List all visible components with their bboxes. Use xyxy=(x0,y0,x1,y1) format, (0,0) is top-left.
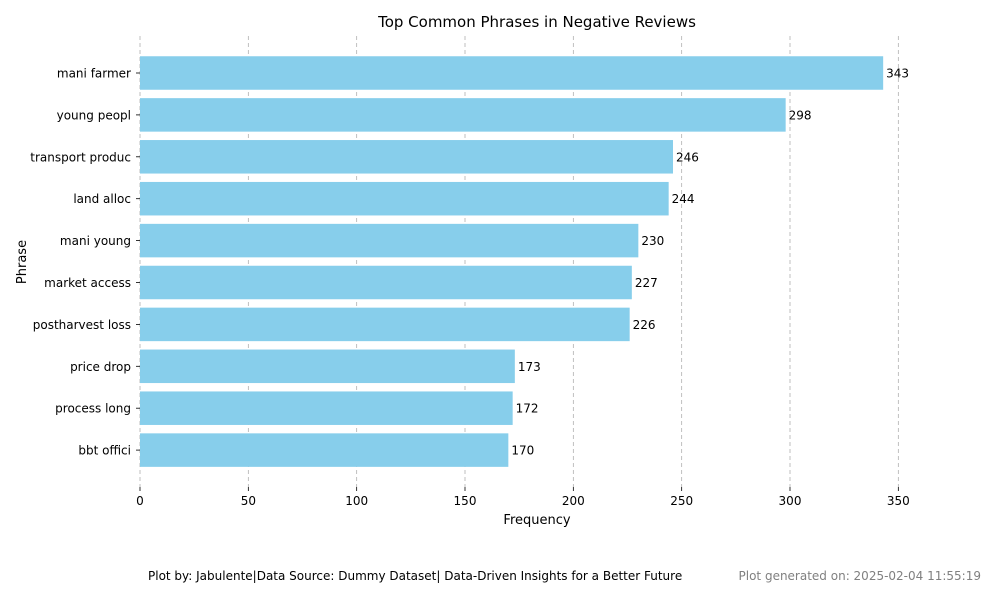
bar xyxy=(140,265,632,300)
bar xyxy=(140,140,673,174)
bar-value-label: 230 xyxy=(641,234,664,248)
bar-value-label: 172 xyxy=(516,402,539,416)
y-tick-label: postharvest loss xyxy=(33,318,131,332)
y-tick-label: process long xyxy=(55,402,131,416)
x-axis: 0 50 100 150 200 250 300 350 xyxy=(136,487,910,508)
bars: 343 298 246 244 230 227 226 173 172 170 xyxy=(140,56,909,467)
bar-value-label: 298 xyxy=(789,108,812,122)
y-tick-label: mani farmer xyxy=(57,67,131,81)
y-tick-label: bbt offici xyxy=(78,444,131,458)
bar-value-label: 343 xyxy=(886,67,909,81)
x-tick-label: 0 xyxy=(136,494,144,508)
bar-value-label: 227 xyxy=(635,276,658,290)
x-tick-label: 50 xyxy=(241,494,256,508)
bar-value-label: 226 xyxy=(633,318,656,332)
y-axis: mani farmer young peopl transport produc la… xyxy=(30,67,140,458)
bar xyxy=(140,181,669,216)
bar xyxy=(140,98,786,132)
footer-generated-timestamp: Plot generated on: 2025-02-04 11:55:19 xyxy=(738,569,981,583)
bar xyxy=(140,433,509,467)
y-tick-label: mani young xyxy=(60,234,131,248)
x-tick-label: 350 xyxy=(887,494,910,508)
bar-value-label: 170 xyxy=(511,444,534,458)
y-tick-label: young peopl xyxy=(57,108,131,122)
bar-value-label: 173 xyxy=(518,360,541,374)
x-tick-label: 150 xyxy=(454,494,477,508)
y-tick-label: land alloc xyxy=(73,192,131,206)
x-tick-label: 300 xyxy=(779,494,802,508)
bar xyxy=(140,56,884,90)
x-tick-label: 250 xyxy=(670,494,693,508)
x-axis-label: Frequency xyxy=(503,513,570,528)
bar xyxy=(140,307,630,342)
x-tick-label: 200 xyxy=(562,494,585,508)
bar xyxy=(140,391,513,425)
y-tick-label: market access xyxy=(44,276,131,290)
y-tick-label: price drop xyxy=(70,360,131,374)
bar-value-label: 244 xyxy=(672,192,695,206)
footer-credit: Plot by: Jabulente|Data Source: Dummy Da… xyxy=(148,569,683,583)
x-tick-label: 100 xyxy=(345,494,368,508)
chart-title: Top Common Phrases in Negative Reviews xyxy=(377,13,696,31)
y-tick-label: transport produc xyxy=(30,150,131,164)
bar xyxy=(140,349,515,384)
bar-value-label: 246 xyxy=(676,150,699,164)
grid-lines xyxy=(139,36,899,487)
bar xyxy=(140,223,639,258)
y-axis-label: Phrase xyxy=(15,240,30,284)
